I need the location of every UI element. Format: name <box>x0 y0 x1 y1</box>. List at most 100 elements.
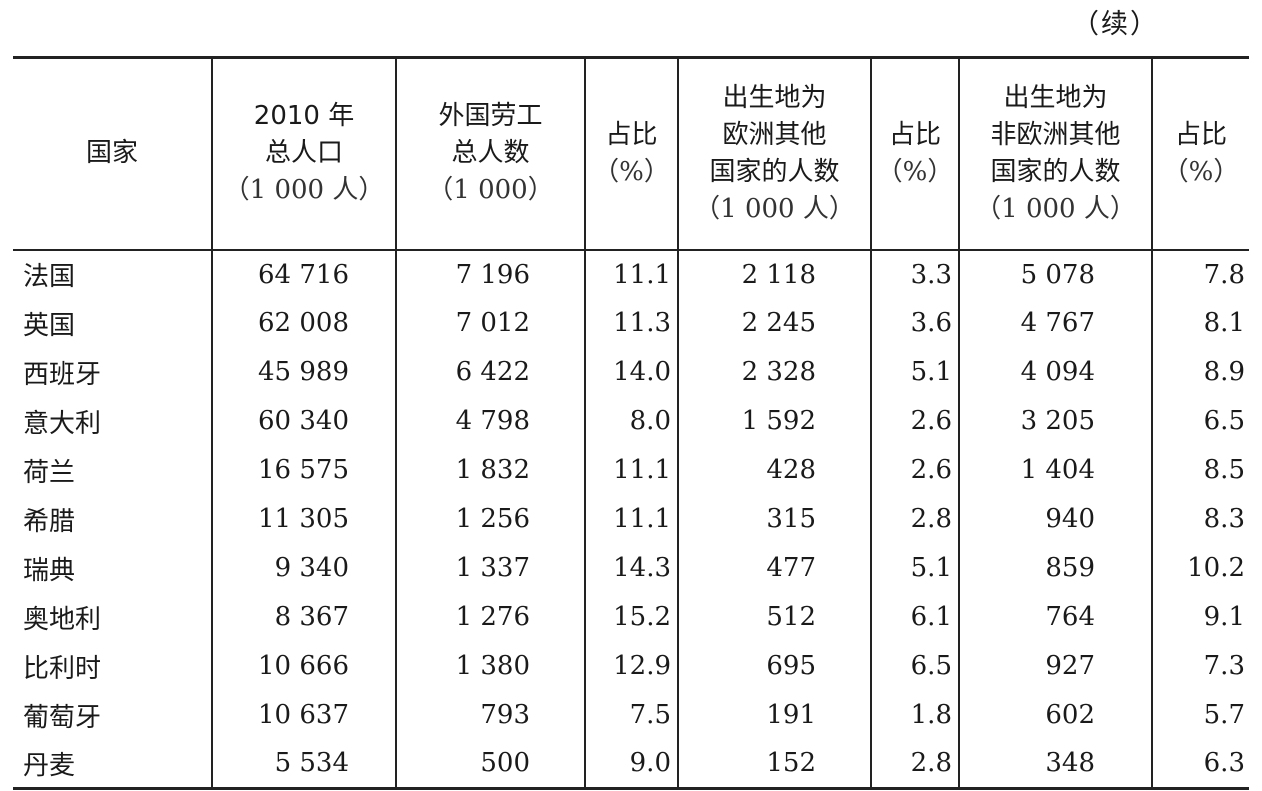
value-cell: 5 078 <box>958 249 1152 299</box>
value-cell: 4 767 <box>958 298 1152 348</box>
value-cell: 11.1 <box>584 249 678 299</box>
value-cell: 7.3 <box>1151 641 1249 691</box>
value-cell: 602 <box>958 690 1152 740</box>
column-header-line: 总人数 <box>451 138 530 169</box>
value-cell: 9 340 <box>211 543 396 593</box>
value-cell: 1 404 <box>958 445 1152 495</box>
column-header-line: （1 000 人） <box>975 193 1136 224</box>
value-cell: 500 <box>395 739 585 790</box>
value-cell: 3.3 <box>870 249 959 299</box>
header-row: 国家 2010 年总人口 （1 000 人） 外国劳工 总人数 （1 000） 占比 （%）出… <box>13 56 1249 251</box>
value-cell: 2 118 <box>677 249 871 299</box>
table-header: 国家 2010 年总人口 （1 000 人） 外国劳工 总人数 （1 000） 占比 （%）出… <box>13 56 1249 251</box>
value-cell: 2.8 <box>870 494 959 544</box>
country-cell: 荷兰 <box>23 457 76 488</box>
value-cell: 2 328 <box>677 347 871 397</box>
value-cell: 315 <box>677 494 871 544</box>
value-cell: 8.9 <box>1151 347 1249 397</box>
country-cell: 西班牙 <box>23 359 102 390</box>
country-cell: 丹麦 <box>13 739 212 790</box>
column-header-5: 占比 （%） <box>870 56 959 251</box>
foreign-workers-table: 国家 2010 年总人口 （1 000 人） 外国劳工 总人数 （1 000） 占比 （%）出… <box>13 56 1249 790</box>
value-cell: 12.9 <box>584 641 678 691</box>
value-cell: 152 <box>677 739 871 790</box>
country-cell: 希腊 <box>23 506 76 537</box>
table-row: 丹麦 5 534 500 9.0 152 2.8 348 6.3 <box>13 739 1249 790</box>
value-cell: 1 337 <box>395 543 585 593</box>
table-row: 比利时 10 666 1 380 12.9 695 6.5 927 7.3 <box>13 641 1249 691</box>
column-header-line: 占比 <box>1174 119 1227 150</box>
column-header-line: 占比 <box>605 119 658 150</box>
column-header-line: （1 000 人） <box>694 193 855 224</box>
column-header-line: （1 000 人） <box>223 175 385 206</box>
value-cell: 2.8 <box>870 739 959 790</box>
column-header-3: 占比 （%） <box>584 56 678 251</box>
value-cell: 927 <box>958 641 1152 691</box>
column-header-line: 出生地为 <box>1003 82 1108 113</box>
value-cell: 14.0 <box>584 347 678 397</box>
value-cell: 64 716 <box>211 249 396 299</box>
continued-label: （续） <box>1072 9 1159 40</box>
value-cell: 10.2 <box>1151 543 1249 593</box>
table-body: 法国 64 716 7 196 11.1 2 118 3.3 5 078 7.8 英国 62 00… <box>13 249 1249 790</box>
table-row: 西班牙 45 989 6 422 14.0 2 328 5.1 4 094 8.9 <box>13 347 1249 397</box>
value-cell: 1 592 <box>677 396 871 446</box>
value-cell: 9.0 <box>584 739 678 790</box>
value-cell: 7 196 <box>395 249 585 299</box>
country-cell: 英国 <box>23 310 76 341</box>
value-cell: 11.1 <box>584 445 678 495</box>
column-header-0: 国家 <box>13 56 212 251</box>
table-row: 希腊 11 305 1 256 11.1 315 2.8 940 8.3 <box>13 494 1249 544</box>
value-cell: 5 534 <box>211 739 396 790</box>
value-cell: 191 <box>677 690 871 740</box>
value-cell: 8.3 <box>1151 494 1249 544</box>
value-cell: 7.8 <box>1151 249 1249 299</box>
value-cell: 6 422 <box>395 347 585 397</box>
value-cell: 6.3 <box>1151 739 1249 790</box>
value-cell: 8 367 <box>211 592 396 642</box>
value-cell: 1.8 <box>870 690 959 740</box>
table-row: 英国 62 008 7 012 11.3 2 245 3.6 4 767 8.1 <box>13 298 1249 348</box>
value-cell: 11.1 <box>584 494 678 544</box>
value-cell: 5.1 <box>870 543 959 593</box>
table-row: 奥地利 8 367 1 276 15.2 512 6.1 764 9.1 <box>13 592 1249 642</box>
column-header-line: 国家的人数 <box>990 156 1121 187</box>
value-cell: 7 012 <box>395 298 585 348</box>
table-row: 意大利 60 340 4 798 8.0 1 592 2.6 3 205 6.5 <box>13 396 1249 446</box>
value-cell: 11.3 <box>584 298 678 348</box>
value-cell: 1 832 <box>395 445 585 495</box>
country-cell: 瑞典 <box>23 555 76 586</box>
value-cell: 793 <box>395 690 585 740</box>
value-cell: 11 305 <box>211 494 396 544</box>
value-cell: 4 094 <box>958 347 1152 397</box>
value-cell: 8.0 <box>584 396 678 446</box>
value-cell: 428 <box>677 445 871 495</box>
value-cell: 10 666 <box>211 641 396 691</box>
column-header-line: （1 000） <box>427 175 554 206</box>
value-cell: 512 <box>677 592 871 642</box>
table-row: 荷兰 16 575 1 832 11.1 428 2.6 1 404 8.5 <box>13 445 1249 495</box>
country-cell: 葡萄牙 <box>23 702 102 733</box>
column-header-4: 出生地为 欧洲其他 国家的人数 （1 000 人） <box>677 56 871 251</box>
column-header-line: 占比 <box>888 119 941 150</box>
value-cell: 2.6 <box>870 445 959 495</box>
column-header-1: 2010 年总人口 （1 000 人） <box>211 56 396 251</box>
value-cell: 1 256 <box>395 494 585 544</box>
column-header-6: 出生地为 非欧洲其他 国家的人数 （1 000 人） <box>958 56 1152 251</box>
column-header-line: （%） <box>876 156 954 187</box>
value-cell: 2 245 <box>677 298 871 348</box>
country-cell: 奥地利 <box>23 604 102 635</box>
value-cell: 15.2 <box>584 592 678 642</box>
value-cell: 859 <box>958 543 1152 593</box>
table-row: 法国 64 716 7 196 11.1 2 118 3.3 5 078 7.8 <box>13 249 1249 299</box>
value-cell: 60 340 <box>211 396 396 446</box>
value-cell: 5.7 <box>1151 690 1249 740</box>
value-cell: 16 575 <box>211 445 396 495</box>
country-cell: 法国 <box>23 262 76 292</box>
column-header-line: （%） <box>593 156 670 187</box>
value-cell: 477 <box>677 543 871 593</box>
table-row: 葡萄牙 10 637 793 7.5 191 1.8 602 5.7 <box>13 690 1249 740</box>
country-cell: 比利时 <box>23 653 102 684</box>
value-cell: 4 798 <box>395 396 585 446</box>
table-row: 瑞典 9 340 1 337 14.3 477 5.1 859 10.2 <box>13 543 1249 593</box>
